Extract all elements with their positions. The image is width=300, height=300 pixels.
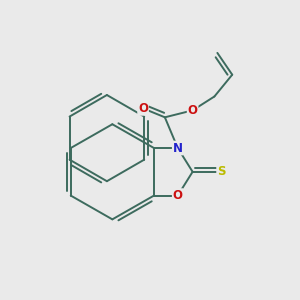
- Text: S: S: [217, 165, 226, 178]
- Text: N: N: [173, 142, 183, 154]
- Text: O: O: [138, 102, 148, 115]
- Text: O: O: [173, 189, 183, 202]
- Text: O: O: [188, 104, 198, 117]
